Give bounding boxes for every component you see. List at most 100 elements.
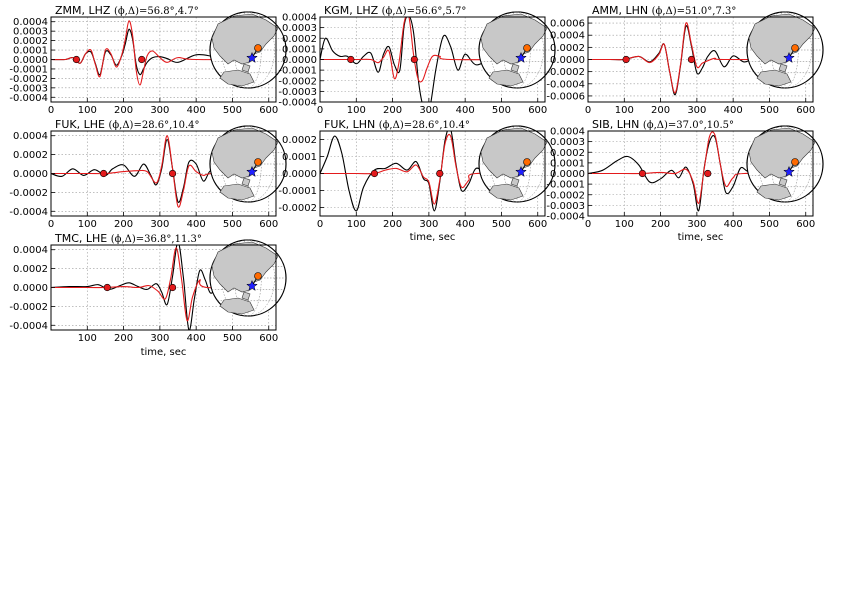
australia-landmass xyxy=(219,183,255,201)
station-label: ZMM, LHZ xyxy=(55,4,114,17)
y-tick-label: 0.0000 xyxy=(13,169,48,180)
y-tick-label: -0.0001 xyxy=(9,64,48,75)
event-star-icon xyxy=(246,51,258,63)
window-marker xyxy=(100,169,108,178)
x-tick-label: 400 xyxy=(456,105,475,116)
y-tick-label: 0.0001 xyxy=(550,158,585,169)
x-tick-label: 100 xyxy=(78,219,97,230)
station-marker xyxy=(254,158,262,166)
asia-landmass xyxy=(480,13,548,65)
panel-title: FUK, LHN (ϕ,Δ)=28.6°,10.4° xyxy=(324,118,470,131)
globe-inset xyxy=(746,11,824,89)
x-axis-label: time, sec xyxy=(141,347,187,358)
station-params: (ϕ,Δ)=37.0°,10.5° xyxy=(643,120,734,131)
window-marker xyxy=(370,169,379,178)
y-tick-label: -0.0002 xyxy=(278,203,317,214)
islands-landmass xyxy=(241,63,251,73)
x-tick-label: 300 xyxy=(687,105,706,116)
australia-landmass xyxy=(219,69,255,87)
asia-landmass xyxy=(748,127,816,179)
y-tick-label: -0.0001 xyxy=(278,186,317,197)
x-tick-label: 300 xyxy=(150,333,169,344)
y-tick-label: 0.0004 xyxy=(13,17,48,28)
meridian-line xyxy=(221,239,275,317)
australia-landmass xyxy=(219,297,255,315)
window-marker xyxy=(72,55,81,64)
x-tick-label: 600 xyxy=(796,219,815,230)
y-tick-label: -0.0003 xyxy=(278,87,317,98)
y-tick-label: -0.0004 xyxy=(9,321,48,332)
synthetic-trace xyxy=(588,22,813,94)
islands-landmass xyxy=(510,177,520,187)
window-marker xyxy=(687,55,696,64)
x-tick-label: 200 xyxy=(383,105,402,116)
synthetic-trace xyxy=(51,135,276,208)
asia-landmass xyxy=(748,13,816,65)
station-marker xyxy=(791,158,799,166)
y-tick-label: 0.0003 xyxy=(13,27,48,38)
station-params: (ϕ,Δ)=56.8°,4.7° xyxy=(114,6,199,17)
y-tick-label: 0.0001 xyxy=(13,46,48,57)
panel-title: FUK, LHE (ϕ,Δ)=28.6°,10.4° xyxy=(55,118,200,131)
x-tick-label: 500 xyxy=(492,219,511,230)
x-tick-label: 600 xyxy=(528,105,547,116)
x-tick-label: 100 xyxy=(615,219,634,230)
window-marker xyxy=(103,283,111,292)
station-params: (ϕ,Δ)=56.6°,5.7° xyxy=(382,6,467,17)
islands-landmass xyxy=(241,177,251,187)
x-tick-label: 200 xyxy=(114,219,133,230)
y-tick-label: -0.0004 xyxy=(546,212,585,223)
y-tick-label: -0.0006 xyxy=(546,91,585,102)
land-masses xyxy=(748,127,816,201)
window-marker xyxy=(138,55,146,64)
seismogram-panel: AMM, LHN (ϕ,Δ)=51.0°,7.3° 0 100 200 300 400 50… xyxy=(546,4,824,116)
asia-landmass xyxy=(211,127,279,179)
land-masses xyxy=(211,241,279,315)
x-tick-label: 500 xyxy=(223,219,242,230)
x-tick-label: 600 xyxy=(259,219,278,230)
seismogram-panel: ZMM, LHZ (ϕ,Δ)=56.8°,4.7° 0 100 200 300 400 50… xyxy=(9,4,287,116)
y-tick-label: 0.0002 xyxy=(550,148,585,159)
panel-title: SIB, LHN (ϕ,Δ)=37.0°,10.5° xyxy=(592,118,734,131)
observed-trace xyxy=(588,135,813,212)
y-tick-label: 0.0000 xyxy=(550,55,585,66)
globe-inset xyxy=(209,11,287,89)
meridian-line xyxy=(490,11,544,89)
panel-title: KGM, LHZ (ϕ,Δ)=56.6°,5.7° xyxy=(324,4,466,17)
synthetic-trace xyxy=(320,133,545,205)
x-tick-label: 600 xyxy=(528,219,547,230)
y-tick-label: -0.0004 xyxy=(9,93,48,104)
panel-title: TMC, LHE (ϕ,Δ)=36.8°,11.3° xyxy=(54,232,202,245)
y-tick-label: 0.0002 xyxy=(13,36,48,47)
window-marker xyxy=(410,55,418,64)
globe-inset xyxy=(209,239,287,317)
event-star-icon xyxy=(783,165,795,177)
x-tick-label: 0 xyxy=(48,105,54,116)
y-tick-label: 0.0003 xyxy=(282,23,317,34)
window-marker xyxy=(638,169,647,178)
window-marker xyxy=(436,169,444,178)
y-tick-label: 0.0004 xyxy=(282,13,317,24)
meridian-line xyxy=(490,125,544,203)
y-tick-label: 0.0002 xyxy=(13,150,48,161)
x-tick-label: 500 xyxy=(760,105,779,116)
land-masses xyxy=(480,13,548,87)
y-tick-label: -0.0002 xyxy=(546,190,585,201)
x-tick-label: 600 xyxy=(259,333,278,344)
land-masses xyxy=(480,127,548,201)
islands-landmass xyxy=(778,63,788,73)
x-tick-label: 100 xyxy=(347,105,366,116)
y-tick-label: 0.0006 xyxy=(550,19,585,30)
land-masses xyxy=(748,13,816,87)
y-tick-label: 0.0000 xyxy=(13,283,48,294)
x-tick-label: 300 xyxy=(150,105,169,116)
islands-landmass xyxy=(241,291,251,301)
y-tick-label: 0.0004 xyxy=(13,131,48,142)
traces xyxy=(51,135,276,208)
y-tick-label: 0.0001 xyxy=(282,152,317,163)
station-label: AMM, LHN xyxy=(592,4,652,17)
x-tick-label: 0 xyxy=(317,105,323,116)
x-tick-label: 500 xyxy=(492,105,511,116)
meridian-line xyxy=(221,125,275,203)
